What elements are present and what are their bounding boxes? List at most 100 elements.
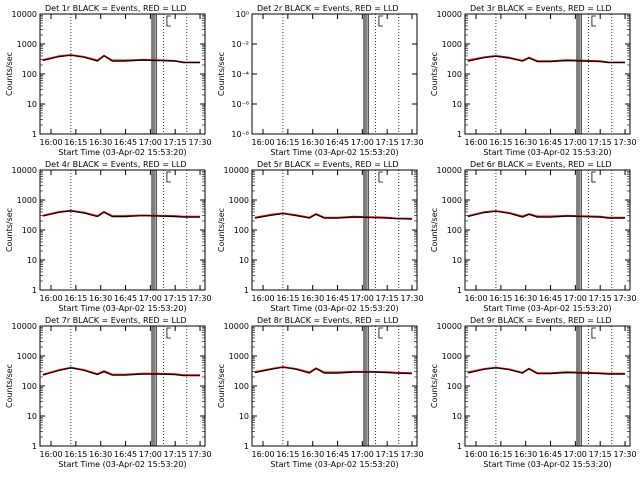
bracket-marker <box>591 15 596 27</box>
x-axis-label: Start Time (03-Apr-02 15:53:20) <box>270 304 398 313</box>
panel-title: Det 6r BLACK = Events, RED = LLD <box>470 160 612 169</box>
x-axis-label: Start Time (03-Apr-02 15:53:20) <box>58 148 186 157</box>
plot-frame <box>39 13 206 135</box>
x-axis-label: Start Time (03-Apr-02 15:53:20) <box>270 148 398 157</box>
x-tick-label: 16:45 <box>326 450 349 459</box>
y-tick-label: 10⁻⁸ <box>231 130 249 139</box>
x-tick-label: 16:00 <box>465 294 488 303</box>
y-tick-label: 1 <box>32 442 37 451</box>
y-tick-label: 10000 <box>437 322 462 331</box>
x-tick-label: 16:45 <box>326 138 349 147</box>
series-line-lld <box>467 54 625 63</box>
panel-title: Det 4r BLACK = Events, RED = LLD <box>45 160 187 169</box>
panel-det-9: Det 9r BLACK = Events, RED = LLD 1 10 100 10… <box>430 316 637 469</box>
y-tick-label: 10 <box>452 412 462 421</box>
y-tick-label: 1000 <box>17 40 37 49</box>
bracket-marker <box>378 15 383 27</box>
y-tick-label: 1000 <box>17 352 37 361</box>
y-axis-label: Counts/sec <box>217 208 226 252</box>
plot-frame <box>251 169 418 291</box>
x-tick-label: 17:30 <box>189 450 212 459</box>
bracket-marker <box>166 171 171 183</box>
x-tick-label: 16:45 <box>539 294 562 303</box>
bracket-marker <box>378 171 383 183</box>
y-tick-label: 10 <box>239 256 249 265</box>
y-axis-label: Counts/sec <box>217 364 226 408</box>
series-line-lld <box>254 212 413 219</box>
x-tick-label: 17:00 <box>351 294 374 303</box>
series-line-events <box>467 210 625 219</box>
panel-title: Det 8r BLACK = Events, RED = LLD <box>257 316 399 325</box>
series-line-events <box>467 367 625 375</box>
x-axis-label: Start Time (03-Apr-02 15:53:20) <box>483 148 611 157</box>
x-tick-label: 16:45 <box>114 450 137 459</box>
panel-title: Det 3r BLACK = Events, RED = LLD <box>470 4 612 13</box>
x-tick-label: 17:15 <box>376 138 399 147</box>
panel-title: Det 9r BLACK = Events, RED = LLD <box>470 316 612 325</box>
x-tick-label: 16:15 <box>64 138 87 147</box>
x-tick-label: 16:15 <box>489 450 512 459</box>
series-line-events <box>42 367 200 377</box>
y-tick-label: 1 <box>32 286 37 295</box>
y-tick-label: 10000 <box>12 10 37 19</box>
x-tick-label: 17:15 <box>164 450 187 459</box>
x-axis-label: Start Time (03-Apr-02 15:53:20) <box>483 460 611 469</box>
x-tick-label: 17:30 <box>614 450 637 459</box>
x-tick-label: 16:00 <box>40 450 63 459</box>
x-tick-label: 16:45 <box>114 138 137 147</box>
x-tick-label: 16:15 <box>276 450 299 459</box>
x-tick-label: 16:45 <box>539 450 562 459</box>
plot-frame <box>464 325 631 447</box>
x-tick-label: 17:15 <box>376 294 399 303</box>
y-tick-label: 1 <box>457 286 462 295</box>
y-axis-label: Counts/sec <box>430 208 439 252</box>
x-tick-label: 16:00 <box>252 450 275 459</box>
y-tick-label: 10⁻² <box>231 40 249 49</box>
bracket-marker <box>378 327 383 339</box>
plot-frame <box>251 325 418 447</box>
x-tick-label: 16:00 <box>252 294 275 303</box>
x-tick-label: 17:00 <box>564 450 587 459</box>
y-tick-label: 100 <box>447 382 462 391</box>
y-tick-label: 10⁰ <box>236 10 249 19</box>
x-tick-label: 16:30 <box>301 450 324 459</box>
bracket-marker <box>591 171 596 183</box>
x-tick-label: 17:15 <box>164 138 187 147</box>
x-tick-label: 17:00 <box>139 450 162 459</box>
y-tick-label: 10000 <box>224 166 249 175</box>
x-tick-label: 17:15 <box>376 450 399 459</box>
x-tick-label: 16:30 <box>514 450 537 459</box>
x-tick-label: 16:15 <box>489 294 512 303</box>
x-axis-label: Start Time (03-Apr-02 15:53:20) <box>483 304 611 313</box>
panel-det-5: Det 5r BLACK = Events, RED = LLD 1 10 100 10… <box>217 160 424 313</box>
y-tick-label: 1 <box>457 442 462 451</box>
panel-det-3: Det 3r BLACK = Events, RED = LLD 1 10 100 10… <box>430 4 637 157</box>
x-tick-label: 17:15 <box>589 138 612 147</box>
y-tick-label: 1000 <box>442 40 462 49</box>
y-tick-label: 1 <box>244 442 249 451</box>
x-tick-label: 16:30 <box>301 138 324 147</box>
x-tick-label: 17:30 <box>614 294 637 303</box>
y-tick-label: 1000 <box>442 196 462 205</box>
bracket-marker <box>591 327 596 339</box>
x-tick-label: 17:00 <box>139 294 162 303</box>
series-line-events <box>467 55 625 64</box>
y-tick-label: 10000 <box>12 166 37 175</box>
y-tick-label: 100 <box>22 226 37 235</box>
series-line-events <box>42 54 200 64</box>
x-tick-label: 16:00 <box>252 138 275 147</box>
y-tick-label: 10 <box>27 256 37 265</box>
y-tick-label: 100 <box>234 226 249 235</box>
bracket-marker <box>166 15 171 27</box>
y-tick-label: 1000 <box>442 352 462 361</box>
y-tick-label: 100 <box>447 70 462 79</box>
panel-det-7: Det 7r BLACK = Events, RED = LLD 1 10 100 10… <box>5 316 212 469</box>
x-tick-label: 17:00 <box>564 138 587 147</box>
plot-frame <box>251 13 418 135</box>
x-tick-label: 16:30 <box>514 138 537 147</box>
y-axis-label: Counts/sec <box>5 364 14 408</box>
bracket-marker <box>166 327 171 339</box>
panel-title: Det 2r BLACK = Events, RED = LLD <box>257 4 399 13</box>
x-tick-label: 16:30 <box>89 138 112 147</box>
y-tick-label: 10000 <box>437 166 462 175</box>
